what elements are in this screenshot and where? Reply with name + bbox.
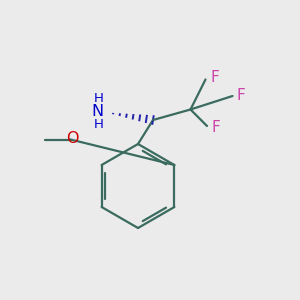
- Text: N: N: [92, 103, 104, 118]
- Text: F: F: [237, 88, 246, 104]
- Text: H: H: [94, 92, 104, 106]
- Text: H: H: [94, 118, 104, 131]
- Text: F: F: [212, 120, 220, 135]
- Text: F: F: [210, 70, 219, 85]
- Text: O: O: [66, 131, 78, 146]
